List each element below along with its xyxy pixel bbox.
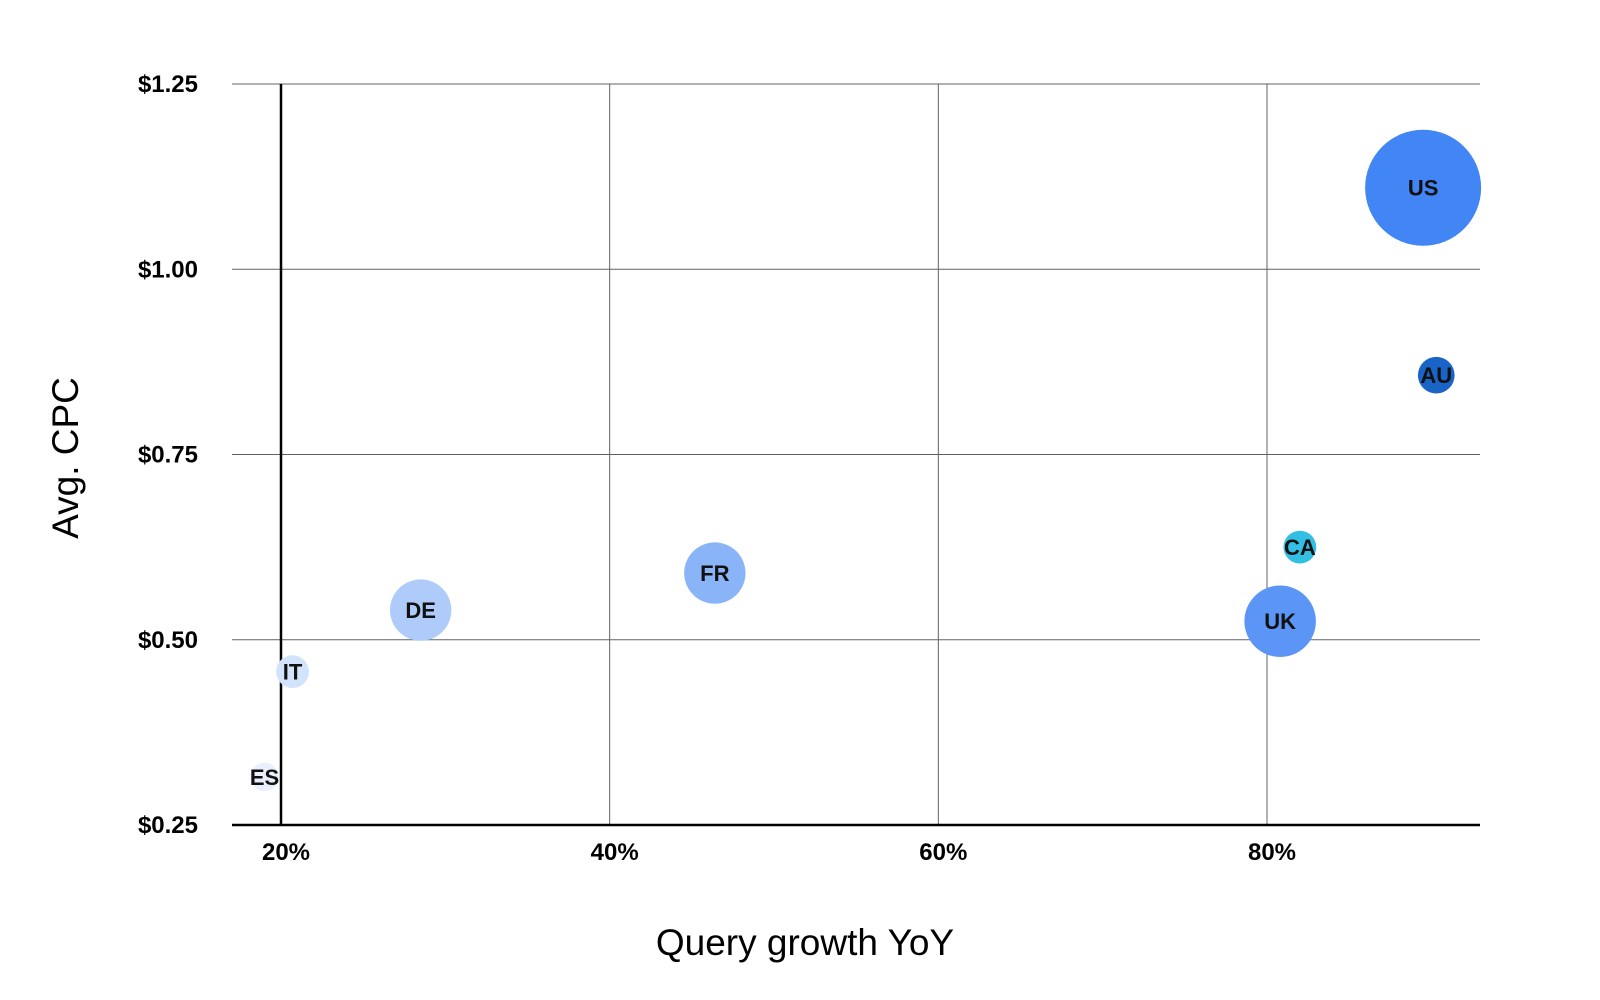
bubble-label-fr: FR (700, 561, 729, 586)
bubble-label-au: AU (1420, 363, 1452, 388)
bubble-it (276, 655, 309, 689)
x-tick-label: 60% (919, 839, 967, 866)
bubble-uk (1244, 585, 1316, 657)
bubble-label-es: ES (250, 765, 279, 790)
y-tick-label: $0.75 (138, 442, 198, 469)
x-axis-title: Query growth YoY (656, 922, 954, 963)
axes (232, 84, 1480, 827)
y-tick-label: $1.25 (138, 71, 198, 98)
tick-labels: $0.25 $0.50 $0.75 $1.00 $1.25 20% 40% 60% 80% (138, 71, 1296, 866)
bubble-label-de: DE (405, 598, 436, 623)
bubble-de (389, 579, 452, 641)
bubble-fr (684, 542, 746, 604)
bubble-label-us: US (1408, 176, 1439, 201)
grid-lines (232, 83, 1480, 825)
y-tick-label: $1.00 (138, 256, 198, 283)
bubble-au (1417, 356, 1455, 394)
bubble-es (250, 762, 279, 792)
y-tick-label: $0.50 (138, 627, 198, 654)
y-axis-title: Avg. CPC (45, 377, 86, 539)
bubble-us (1365, 129, 1482, 246)
x-tick-label: 20% (262, 839, 310, 866)
bubble-label-uk: UK (1264, 609, 1296, 634)
bubble-label-ca: CA (1284, 535, 1316, 560)
x-tick-label: 80% (1248, 839, 1296, 866)
bubbles: US AU CA UK FR DE IT ES (250, 129, 1482, 792)
bubble-ca (1283, 530, 1317, 564)
y-tick-label: $0.25 (138, 812, 198, 839)
x-tick-label: 40% (591, 839, 639, 866)
bubble-label-it: IT (283, 660, 303, 685)
